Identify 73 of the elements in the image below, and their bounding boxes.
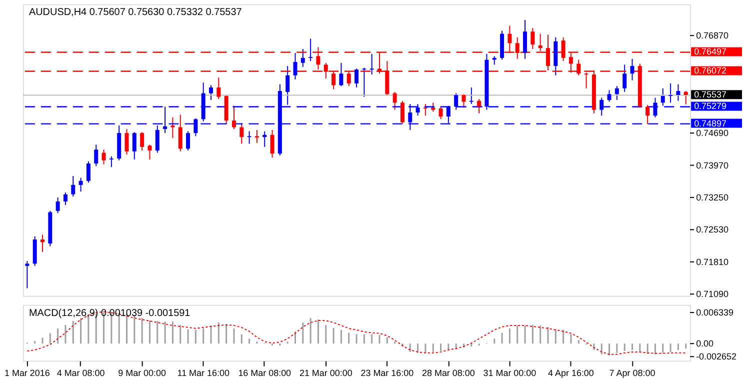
ref-line-label: 0.76072 [694, 66, 726, 76]
candlestick [622, 64, 627, 92]
candlestick [40, 234, 44, 253]
y-tick-label: -0.002652 [696, 352, 736, 362]
candlestick [63, 192, 68, 206]
y-tick-label: 0.76870 [696, 30, 728, 41]
candlestick [676, 84, 680, 102]
y-tick-label: 0.006339 [696, 308, 734, 318]
ref-line-label: 0.75279 [694, 101, 726, 112]
candlestick [102, 149, 106, 165]
candlestick [630, 58, 634, 81]
ref-line-label: 0.75537 [694, 90, 726, 100]
candlestick [660, 88, 665, 106]
candlestick [140, 132, 144, 151]
candlestick [523, 19, 528, 60]
x-tick-label: 31 Mar 00:00 [483, 368, 536, 378]
candlestick [78, 177, 83, 192]
y-tick-label: 0.71810 [696, 256, 728, 267]
candlestick [339, 62, 344, 87]
candlestick [300, 48, 305, 68]
candlestick [614, 86, 619, 100]
candlestick [56, 196, 60, 214]
x-tick-label: 9 Mar 00:00 [118, 368, 166, 378]
candlestick [354, 68, 359, 88]
x-tick-label: 1 Mar 2016 [4, 368, 50, 378]
candlestick [684, 90, 688, 105]
candlestick [607, 90, 612, 102]
y-tick-label: 0.73250 [696, 192, 728, 202]
candlestick [71, 175, 76, 198]
candlestick [362, 67, 366, 98]
candlestick [86, 160, 90, 184]
candlestick [186, 130, 190, 151]
x-tick-label: 7 Apr 08:00 [609, 368, 656, 378]
y-tick-label: 0.00 [696, 338, 714, 349]
candlestick [109, 156, 114, 168]
x-tick-label: 11 Mar 16:00 [177, 368, 230, 378]
candlestick [270, 129, 274, 158]
candlestick [240, 122, 244, 144]
x-tick-label: 28 Mar 08:00 [422, 368, 475, 378]
candlestick [94, 144, 98, 167]
ref-line-label: 0.74897 [694, 118, 726, 128]
candlestick [530, 27, 535, 50]
x-tick-label: 23 Mar 16:00 [360, 368, 414, 378]
y-tick-label: 0.74690 [696, 128, 728, 138]
candlestick [216, 77, 221, 100]
y-tick-label: 0.71090 [696, 289, 728, 300]
y-tick-label: 0.72530 [696, 224, 728, 235]
candlestick [469, 86, 474, 104]
candlestick [178, 114, 182, 152]
candlestick [477, 98, 482, 114]
x-tick-label: 16 Mar 08:00 [238, 368, 292, 378]
candlestick [148, 144, 152, 160]
x-tick-label: 4 Apr 16:00 [548, 368, 594, 378]
candlestick [132, 132, 136, 160]
candlestick [646, 104, 650, 125]
candlestick [400, 100, 404, 124]
x-tick-label: 21 Mar 00:00 [299, 368, 352, 378]
candlestick [462, 94, 466, 108]
candlestick [247, 130, 252, 144]
candlestick [370, 53, 374, 75]
candlestick [423, 103, 428, 116]
y-tick-label: 0.73970 [696, 160, 728, 170]
candlestick [392, 91, 397, 110]
ref-line-label: 0.76497 [694, 46, 726, 57]
chart-title: AUDUSD,H4 0.75607 0.75630 0.75332 0.75537 [28, 7, 242, 18]
candlestick [209, 84, 213, 100]
candlestick [308, 38, 313, 62]
candlestick [438, 106, 443, 120]
candlestick [25, 260, 30, 289]
candlestick [668, 82, 673, 104]
candlestick [254, 129, 259, 144]
candlestick [232, 105, 236, 130]
x-tick-label: 4 Mar 08:00 [56, 368, 105, 378]
